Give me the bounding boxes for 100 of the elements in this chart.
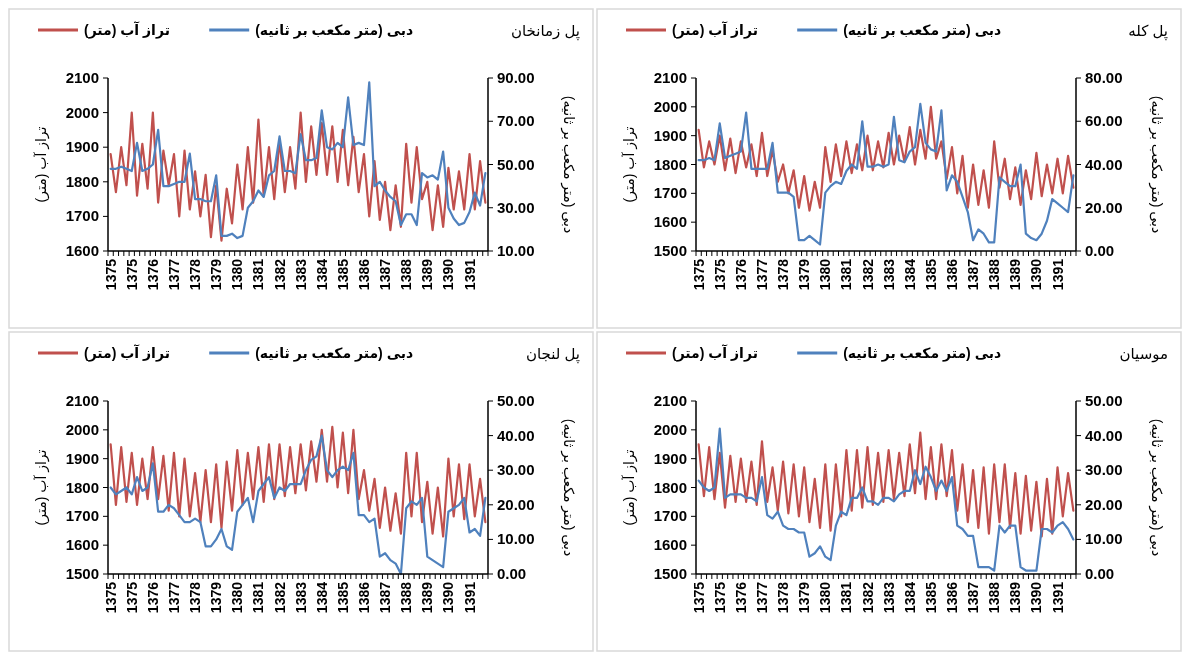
x-tick-label: 1378 — [187, 581, 204, 614]
y-tick-label: 2000 — [65, 420, 99, 438]
x-tick-label: 1378 — [187, 258, 204, 291]
x-tick-label: 1384 — [313, 581, 330, 614]
y-tick-label: 2100 — [65, 69, 99, 86]
line-series — [697, 431, 1075, 538]
y2-tick-label: 40.00 — [1085, 426, 1123, 444]
y-tick-label: 1900 — [65, 449, 99, 467]
text: پل زمانخان — [511, 22, 580, 41]
x-tick-label: 1382 — [271, 258, 288, 291]
legend-label: دبی (متر مکعب بر ثانیه) — [843, 345, 1002, 362]
legend-label: تراز آب (متر) — [672, 21, 758, 39]
y2-tick-label: 10.00 — [497, 242, 535, 259]
x-tick-label: 1388 — [398, 258, 415, 291]
legend-label: تراز آب (متر) — [84, 344, 170, 362]
text: پل کله — [1128, 22, 1168, 41]
y2-tick-label: 30.00 — [497, 461, 535, 479]
x-tick-label: 1390 — [1028, 258, 1045, 291]
y-axis-title: تراز آب (متر) — [33, 126, 50, 203]
x-tick-label: 1376 — [144, 258, 161, 291]
y-tick-label: 1500 — [653, 242, 687, 259]
x-tick-label: 1377 — [753, 258, 770, 291]
legend-label: تراز آب (متر) — [84, 21, 170, 39]
y-tick-label: 1700 — [65, 507, 99, 525]
y-tick-label: 2100 — [653, 69, 687, 86]
x-tick-label: 1387 — [965, 581, 982, 614]
y2-tick-label: 50.00 — [497, 155, 535, 173]
x-tick-label: 1382 — [859, 258, 876, 291]
y2-tick-label: 80.00 — [1085, 69, 1123, 86]
y-tick-label: 1800 — [653, 155, 687, 173]
x-tick-label: 1388 — [398, 581, 415, 614]
y2-axis-title: دبی (متر مکعب بر ثانیه) — [1148, 418, 1165, 557]
x-tick-label: 1379 — [796, 581, 813, 614]
line-series — [109, 111, 487, 242]
x-tick-label: 1386 — [355, 258, 372, 291]
y2-tick-label: 30.00 — [497, 198, 535, 216]
text: موسیان — [1119, 345, 1168, 363]
x-tick-label: 1381 — [250, 581, 267, 614]
x-tick-label: 1386 — [355, 581, 372, 614]
x-tick-label: 1376 — [144, 581, 161, 614]
x-tick-label: 1386 — [943, 581, 960, 614]
y2-tick-label: 70.00 — [497, 112, 535, 130]
y-tick-label: 1700 — [653, 507, 687, 525]
y2-tick-label: 50.00 — [497, 392, 535, 409]
legend-label: دبی (متر مکعب بر ثانیه) — [255, 345, 414, 362]
x-tick-label: 1375 — [690, 581, 707, 614]
x-tick-label: 1389 — [1007, 258, 1024, 291]
y2-tick-label: 60.00 — [1085, 112, 1123, 130]
x-tick-label: 1381 — [250, 258, 267, 291]
x-tick-label: 1380 — [817, 581, 834, 614]
y-tick-label: 1500 — [65, 565, 99, 582]
x-tick-label: 1390 — [440, 581, 457, 614]
x-tick-label: 1375 — [690, 258, 707, 291]
y-tick-label: 1600 — [65, 536, 99, 554]
x-tick-label: 1391 — [461, 258, 478, 291]
y2-tick-label: 90.00 — [497, 69, 535, 86]
x-tick-label: 1383 — [292, 258, 309, 291]
y2-axis-title: دبی (متر مکعب بر ثانیه) — [560, 418, 577, 557]
x-tick-label: 1383 — [292, 581, 309, 614]
y2-axis-title: دبی (متر مکعب بر ثانیه) — [1148, 95, 1165, 234]
y-tick-label: 1600 — [653, 536, 687, 554]
x-tick-label: 1385 — [334, 258, 351, 291]
y2-tick-label: 0.00 — [497, 565, 527, 582]
legend-label: دبی (متر مکعب بر ثانیه) — [255, 22, 414, 39]
x-tick-label: 1383 — [880, 258, 897, 291]
x-tick-label: 1380 — [817, 258, 834, 291]
x-tick-label: 1381 — [838, 258, 855, 291]
x-tick-label: 1375 — [711, 258, 728, 291]
x-tick-label: 1385 — [922, 581, 939, 614]
y-tick-label: 1600 — [65, 242, 99, 259]
y2-tick-label: 30.00 — [1085, 461, 1123, 479]
x-tick-label: 1375 — [123, 581, 140, 614]
x-tick-label: 1382 — [271, 581, 288, 614]
x-tick-label: 1391 — [1049, 258, 1066, 291]
x-tick-label: 1377 — [753, 581, 770, 614]
y2-tick-label: 40.00 — [497, 426, 535, 444]
x-tick-label: 1377 — [165, 258, 182, 291]
line-series — [109, 425, 487, 538]
x-tick-label: 1379 — [796, 258, 813, 291]
y-axis-title: تراز آب (متر) — [33, 449, 50, 526]
y2-tick-label: 10.00 — [1085, 530, 1123, 548]
x-tick-label: 1383 — [880, 581, 897, 614]
x-tick-label: 1385 — [334, 581, 351, 614]
x-tick-label: 1382 — [859, 581, 876, 614]
y-axis-title: تراز آب (متر) — [621, 449, 638, 526]
x-tick-label: 1380 — [229, 581, 246, 614]
y2-tick-label: 0.00 — [1085, 565, 1115, 582]
x-tick-label: 1387 — [377, 258, 394, 291]
x-tick-label: 1379 — [208, 258, 225, 291]
y-axis-title: تراز آب (متر) — [621, 126, 638, 203]
y2-tick-label: 20.00 — [497, 495, 535, 513]
x-tick-label: 1385 — [922, 258, 939, 291]
x-tick-label: 1390 — [440, 258, 457, 291]
x-tick-label: 1375 — [123, 258, 140, 291]
x-tick-label: 1376 — [732, 581, 749, 614]
text: پل لنجان — [525, 345, 580, 364]
y2-tick-label: 50.00 — [1085, 392, 1123, 409]
y-tick-label: 1700 — [653, 184, 687, 202]
y-tick-label: 1600 — [653, 213, 687, 231]
y-tick-label: 1800 — [653, 478, 687, 496]
